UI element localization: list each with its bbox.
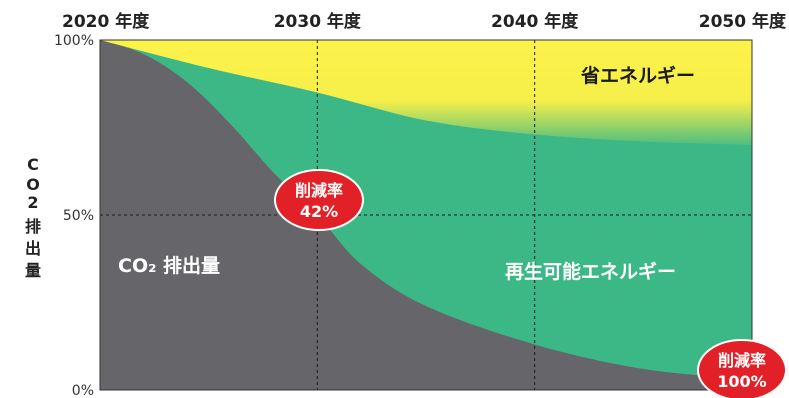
y-tick-label: 100%	[54, 33, 94, 49]
y-label-char: 量	[25, 261, 41, 280]
series-label-renewable: 再生可能エネルギー	[505, 260, 676, 283]
badge-value: 42%	[300, 202, 338, 221]
series-label-co2: CO₂ 排出量	[118, 254, 220, 277]
x-tick-label: 2040 年度	[491, 11, 579, 32]
x-tick-label: 2030 年度	[274, 11, 362, 32]
y-label-char: O	[26, 175, 40, 194]
badge-label: 削減率	[718, 351, 766, 370]
x-tick-label: 2050 年度	[699, 11, 787, 32]
series-label-energy-saving: 省エネルギー	[580, 65, 695, 87]
y-label-char: 2	[27, 193, 38, 212]
plot-frame	[99, 39, 753, 391]
y-tick-label: 0%	[72, 383, 94, 398]
x-tick-label: 2020 年度	[62, 11, 150, 32]
badge-value: 100%	[717, 372, 766, 391]
y-label-char: C	[27, 155, 39, 174]
y-tick-label: 50%	[63, 208, 94, 224]
y-axis-label: C O 2 排 出 量	[25, 155, 41, 280]
y-axis-ticks: 100% 50% 0%	[54, 33, 94, 398]
reduction-badge-2050: 削減率 100%	[697, 339, 787, 398]
y-label-char: 出	[25, 239, 41, 258]
badge-ellipse	[697, 339, 787, 398]
badge-label: 削減率	[295, 181, 343, 200]
area-co2-emissions	[100, 40, 752, 390]
x-axis-ticks: 2020 年度 2030 年度 2040 年度 2050 年度	[62, 11, 787, 32]
reduction-badge-2030: 削減率 42%	[274, 169, 364, 231]
y-label-char: 排	[25, 217, 41, 236]
badge-ellipse	[274, 169, 364, 231]
